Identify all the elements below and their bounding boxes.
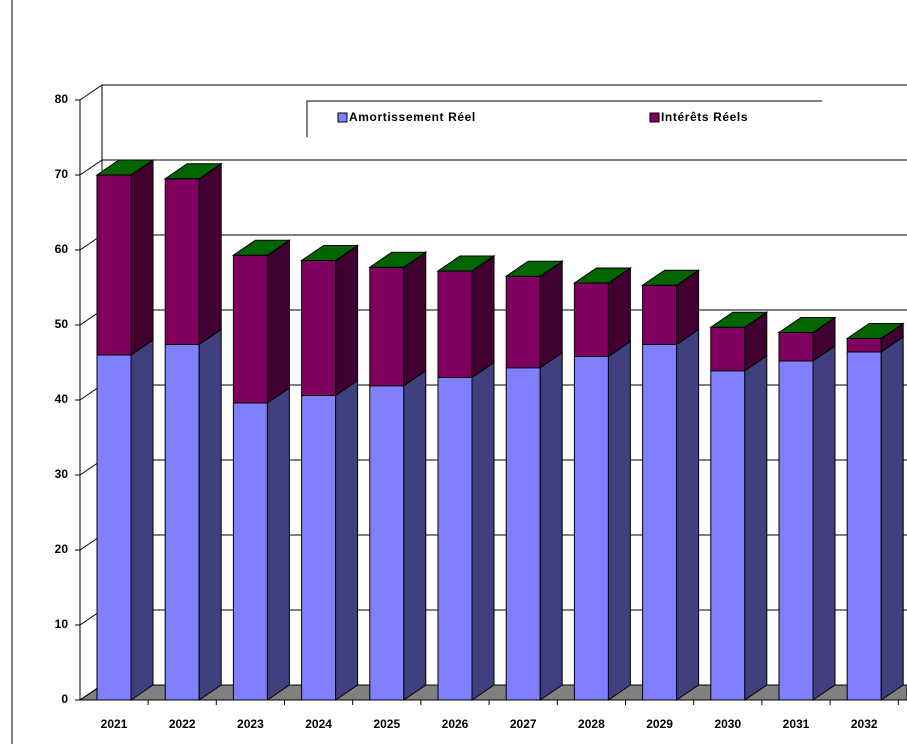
- bar-top: [163, 163, 223, 180]
- bar-side: [335, 244, 359, 397]
- y-tick-label: 10: [55, 617, 69, 631]
- bar-top: [777, 317, 837, 333]
- bar-segment: [573, 282, 609, 357]
- bar-top: [572, 267, 633, 284]
- bar-side: [880, 336, 904, 701]
- bar-side: [744, 354, 768, 701]
- bar-side: [812, 345, 836, 701]
- y-tick-label: 30: [55, 467, 69, 481]
- x-tick-label: 2029: [646, 717, 673, 731]
- x-tick-label: 2021: [101, 717, 128, 731]
- bar-side: [266, 387, 290, 701]
- x-tick-label: 2022: [169, 717, 196, 731]
- bar-top: [845, 323, 905, 339]
- y-tick-label: 20: [55, 542, 69, 556]
- x-tick-label: 2024: [305, 717, 332, 731]
- legend: Amortissement Réel Intérêts Réels: [306, 100, 822, 137]
- grid-line: [79, 159, 103, 176]
- bar-segment: [846, 338, 882, 353]
- x-tick-label: 2028: [578, 717, 605, 731]
- bar-segment: [96, 354, 132, 701]
- bar-segment: [573, 356, 609, 701]
- bar-top: [368, 251, 428, 268]
- bar-segment: [642, 284, 678, 345]
- bar-side: [539, 351, 563, 701]
- legend-swatch: [649, 112, 660, 123]
- bar-segment: [505, 367, 541, 701]
- bar-segment: [369, 385, 405, 701]
- bar-side: [539, 260, 563, 369]
- x-tick-label: 2032: [851, 717, 878, 731]
- bar-segment: [642, 344, 678, 701]
- bar-top: [231, 239, 292, 256]
- bar-side: [676, 328, 700, 701]
- bar-segment: [437, 270, 473, 378]
- x-tick-label: 2023: [237, 717, 264, 731]
- legend-label: Intérêts Réels: [661, 110, 748, 124]
- bar-segment: [164, 344, 200, 701]
- bar-segment: [164, 178, 200, 345]
- y-tick-label: 60: [55, 242, 69, 256]
- legend-frame: [306, 100, 822, 137]
- bar-side: [403, 369, 427, 701]
- y-tick-label: 70: [55, 167, 69, 181]
- bar-top: [436, 255, 496, 272]
- x-tick-label: 2025: [373, 717, 400, 731]
- y-tick-label: 80: [55, 92, 69, 106]
- bar-top: [504, 260, 564, 277]
- bar-top: [299, 245, 360, 261]
- bar-side: [471, 361, 495, 701]
- y-tick-label: 50: [55, 317, 69, 331]
- bar-segment: [369, 266, 405, 387]
- bar-top: [95, 159, 155, 176]
- bar-side: [198, 162, 222, 346]
- bar-segment: [710, 326, 746, 372]
- x-tick-label: 2031: [783, 717, 810, 731]
- x-tick-label: 2030: [714, 717, 741, 731]
- bar-segment: [301, 395, 337, 701]
- legend-swatch: [337, 112, 348, 123]
- bars: 2021 2022 2023 2024 2025 2026 2027 2028 2029 2030…: [95, 159, 905, 731]
- bar-side: [471, 255, 495, 379]
- bar-segment: [505, 275, 541, 369]
- bar-top: [640, 269, 701, 286]
- bar-side: [130, 159, 154, 356]
- bar-side: [335, 379, 359, 701]
- bar-side: [130, 339, 154, 701]
- x-tick-label: 2027: [510, 717, 537, 731]
- legend-label: Amortissement Réel: [349, 110, 476, 124]
- bar-top: [709, 311, 769, 328]
- bar-side: [403, 251, 427, 387]
- bar-segment: [710, 370, 746, 701]
- x-tick-label: 2026: [442, 717, 469, 731]
- bar-segment: [778, 332, 814, 362]
- grid-line: [79, 84, 103, 101]
- bar-segment: [846, 351, 882, 701]
- bar-segment: [301, 260, 337, 396]
- bar-segment: [232, 254, 268, 404]
- bar-side: [266, 239, 290, 404]
- bar-segment: [437, 377, 473, 701]
- bar-segment: [232, 402, 268, 701]
- bar-segment: [96, 174, 132, 356]
- y-tick-label: 0: [61, 692, 68, 706]
- bar-side: [198, 328, 222, 701]
- bar-segment: [778, 360, 814, 701]
- y-tick-label: 40: [55, 392, 69, 406]
- bar-side: [607, 340, 631, 701]
